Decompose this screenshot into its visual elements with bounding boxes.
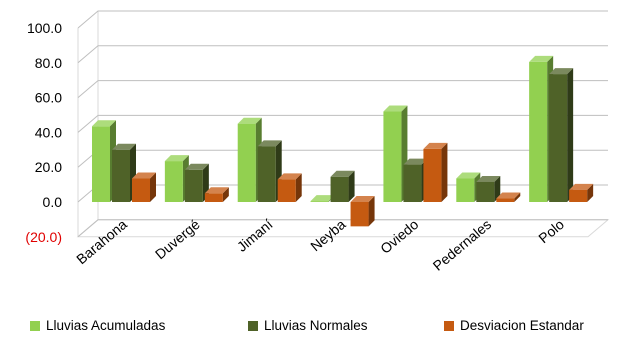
bar: [350, 196, 375, 227]
bar: [132, 172, 156, 202]
gridline: [77, 45, 608, 64]
bar: [204, 187, 229, 202]
gridline: [77, 149, 608, 168]
legend-label: Lluvias Normales: [264, 318, 368, 333]
bars: [92, 55, 594, 227]
y-tick-label: 60.0: [35, 90, 62, 106]
bar: [476, 175, 501, 202]
bar: [423, 142, 448, 202]
x-tick-label: Polo: [535, 216, 567, 246]
bar: [330, 170, 355, 202]
bar: [569, 183, 594, 202]
legend-label: Lluvias Acumuladas: [46, 318, 166, 333]
x-tick-label: Barahona: [73, 216, 130, 267]
x-tick-label: Pedernales: [430, 216, 495, 274]
gridline: [77, 10, 608, 29]
y-tick-label: 0.0: [43, 194, 63, 210]
bar: [112, 143, 136, 202]
x-tick-label: Jimaní: [234, 216, 276, 255]
y-axis-ticks: 100.0 80.0 60.0 40.0 20.0 0.0 (20.0): [25, 20, 62, 245]
legend-item-lluvias-normales: Lluvias Normales: [248, 318, 368, 333]
legend-label: Desviacion Estandar: [460, 318, 584, 333]
gridline: [77, 114, 608, 133]
y-tick-label: 20.0: [35, 159, 62, 175]
y-tick-label: 80.0: [35, 55, 62, 71]
legend-item-lluvias-acumuladas: Lluvias Acumuladas: [30, 318, 165, 333]
bar: [277, 173, 302, 202]
gridlines: [77, 10, 608, 238]
y-tick-label: 40.0: [35, 124, 62, 140]
legend-swatch: [444, 320, 454, 331]
bar: [164, 155, 189, 202]
bar: [549, 68, 574, 202]
x-tick-label: Neyba: [307, 216, 348, 254]
legend-item-desviacion-estandar: Desviacion Estandar: [444, 318, 584, 333]
x-axis-labels: Barahona Duvergé Jimaní Neyba Oviedo Pedernal…: [73, 216, 567, 274]
y-tick-label: (20.0): [25, 229, 62, 245]
gridline: [77, 80, 608, 98]
bar: [496, 192, 521, 202]
legend-swatch: [248, 320, 258, 331]
y-tick-label: 100.0: [27, 20, 62, 36]
legend-swatch: [30, 320, 40, 331]
bar: [383, 105, 408, 202]
legend: Lluvias Acumuladas Lluvias Normales Desv…: [0, 318, 623, 342]
chart-walls: [76, 11, 610, 238]
gridline: [77, 219, 608, 238]
x-tick-label: Duvergé: [152, 216, 203, 262]
